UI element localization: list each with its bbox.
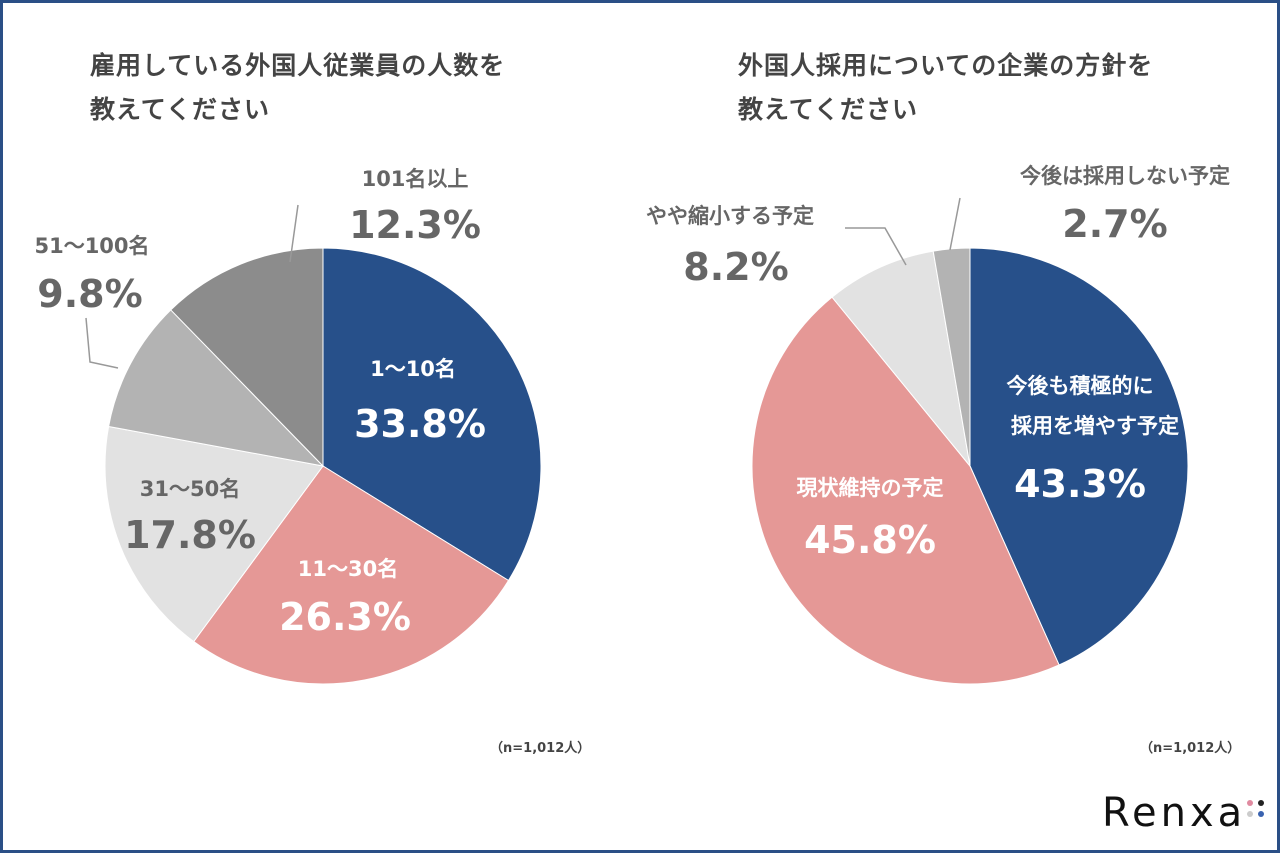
leader-line-51-100 — [85, 317, 119, 369]
renxa-logo: Renxa — [1102, 790, 1247, 836]
label-no-hire: 今後は採用しない予定 — [1020, 164, 1230, 188]
left-title-line-1: 雇用している外国人従業員の人数を — [90, 51, 506, 80]
pie-slice — [751, 296, 1060, 685]
left-chart-title: 雇用している外国人従業員の人数を 教えてください — [90, 44, 505, 132]
left-sample-note: （n=1,012人） — [490, 741, 591, 756]
logo-dots-icon — [1247, 800, 1267, 820]
label-31-50: 31〜50名 — [140, 477, 240, 501]
value-101plus: 12.3% — [349, 203, 481, 247]
value-1-10: 33.8% — [354, 402, 486, 446]
right-title-line-2: 教えてください — [738, 95, 919, 124]
right-chart-title: 外国人採用についての企業の方針を 教えてください — [738, 44, 1153, 132]
left-pie — [104, 247, 542, 685]
pie-slice — [170, 247, 324, 468]
label-51-100: 51〜100名 — [34, 234, 149, 258]
value-shrink: 8.2% — [683, 245, 788, 289]
right-sample-note: （n=1,012人） — [1140, 741, 1241, 756]
value-no-hire: 2.7% — [1062, 202, 1167, 246]
pie-slice — [108, 309, 325, 467]
leader-line-shrink — [845, 227, 907, 266]
value-maintain: 45.8% — [804, 518, 936, 562]
pie-slice — [969, 247, 1189, 666]
right-title-line-1: 外国人採用についての企業の方針を — [738, 51, 1154, 80]
value-11-30: 26.3% — [279, 595, 411, 639]
label-maintain: 現状維持の予定 — [797, 476, 944, 500]
label-1-10: 1〜10名 — [370, 357, 456, 381]
value-increase: 43.3% — [1014, 462, 1146, 506]
pie-slice — [932, 247, 971, 467]
pie-slice — [322, 247, 542, 582]
leader-line-no-hire — [949, 197, 961, 251]
right-pie — [751, 247, 1189, 685]
pie-slice — [831, 250, 971, 468]
value-31-50: 17.8% — [124, 513, 256, 557]
label-increase-line-2: 採用を増やす予定 — [1011, 414, 1179, 438]
value-51-100: 9.8% — [37, 272, 142, 316]
left-title-line-2: 教えてください — [90, 95, 271, 124]
label-shrink: やや縮小する予定 — [646, 204, 814, 228]
label-11-30: 11〜30名 — [298, 557, 398, 581]
pie-slice — [104, 425, 324, 643]
pie-slice — [193, 465, 510, 685]
label-increase-line-1: 今後も積極的に — [1007, 374, 1154, 398]
leader-line-101plus — [289, 204, 299, 263]
label-101plus: 101名以上 — [362, 167, 469, 191]
